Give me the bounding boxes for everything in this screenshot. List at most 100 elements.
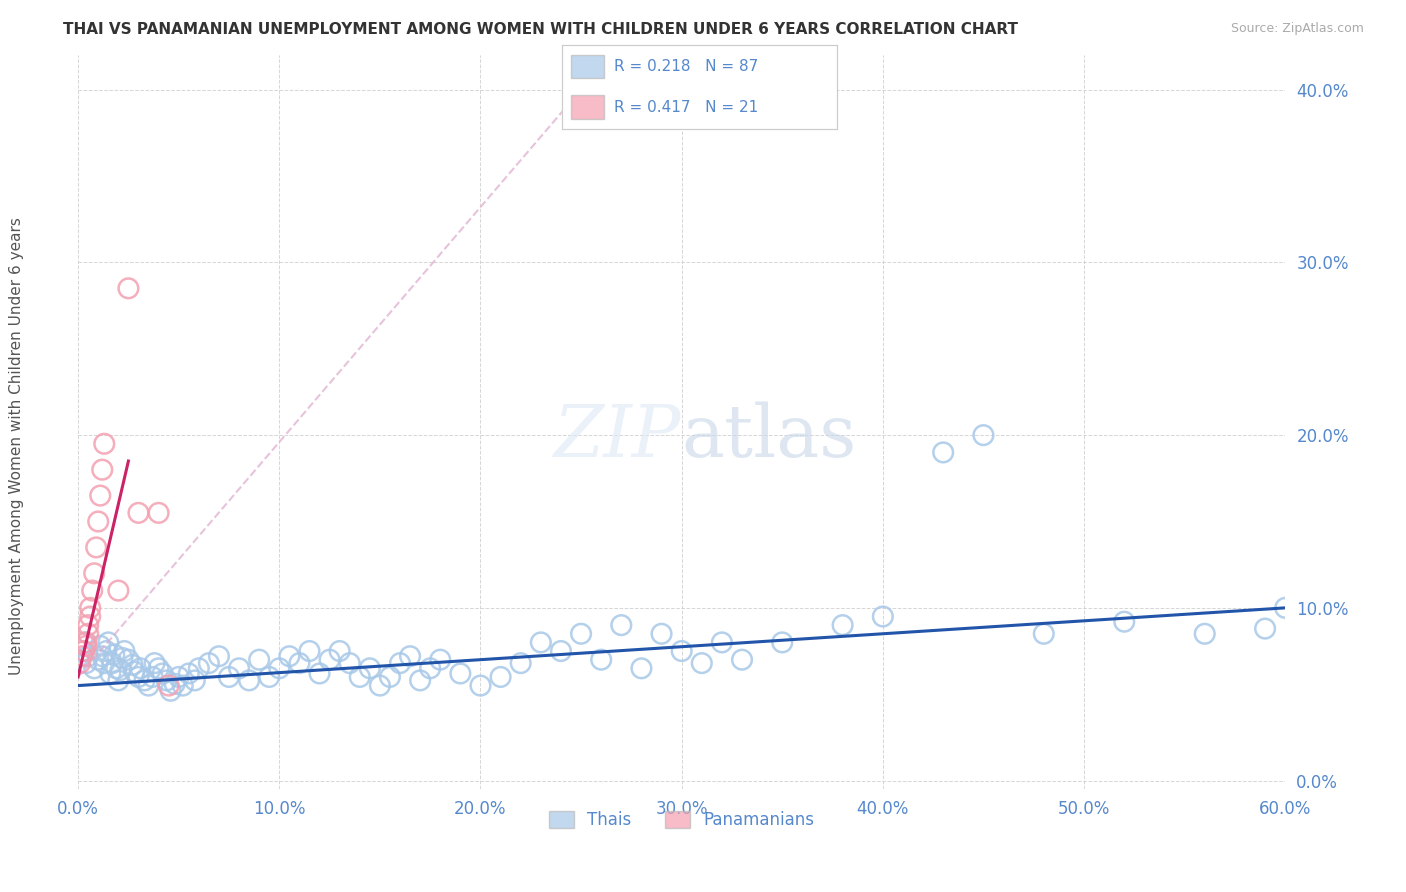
Point — [530, 635, 553, 649]
Point — [238, 673, 260, 688]
Point — [70, 649, 93, 664]
Point — [257, 670, 280, 684]
Text: ZIP: ZIP — [554, 401, 682, 472]
Point — [82, 583, 104, 598]
Point — [157, 679, 180, 693]
Point — [107, 583, 129, 598]
Point — [184, 673, 207, 688]
Point — [419, 661, 441, 675]
Point — [156, 673, 179, 688]
Point — [77, 618, 100, 632]
Point — [91, 649, 114, 664]
Point — [198, 656, 221, 670]
Point — [70, 644, 93, 658]
Point — [218, 670, 240, 684]
Point — [107, 673, 129, 688]
Point — [278, 649, 301, 664]
Point — [91, 463, 114, 477]
Point — [208, 649, 231, 664]
Point — [98, 666, 121, 681]
Point — [138, 679, 160, 693]
Point — [308, 666, 330, 681]
Point — [228, 661, 250, 675]
Point — [690, 656, 713, 670]
Text: R = 0.417   N = 21: R = 0.417 N = 21 — [614, 100, 759, 115]
Point — [359, 661, 381, 675]
Point — [143, 656, 166, 670]
FancyBboxPatch shape — [571, 54, 603, 78]
Point — [129, 661, 152, 675]
Point — [610, 618, 633, 632]
Point — [470, 679, 492, 693]
Point — [117, 653, 139, 667]
Point — [399, 649, 422, 664]
FancyBboxPatch shape — [571, 95, 603, 120]
Point — [269, 661, 291, 675]
Text: atlas: atlas — [682, 401, 858, 472]
Point — [409, 673, 432, 688]
Point — [83, 566, 105, 581]
Point — [69, 656, 91, 670]
Point — [93, 437, 115, 451]
Point — [110, 663, 132, 677]
Point — [89, 639, 111, 653]
Point — [172, 679, 194, 693]
Text: Unemployment Among Women with Children Under 6 years: Unemployment Among Women with Children U… — [10, 217, 24, 675]
Point — [93, 656, 115, 670]
Point — [247, 653, 270, 667]
Point — [932, 445, 955, 459]
Point — [111, 651, 134, 665]
Point — [83, 661, 105, 675]
Point — [318, 653, 340, 667]
Point — [489, 670, 512, 684]
Point — [121, 657, 143, 672]
Point — [569, 627, 592, 641]
Point — [73, 644, 96, 658]
Point — [288, 656, 311, 670]
Point — [124, 665, 146, 679]
Point — [770, 635, 793, 649]
Text: THAI VS PANAMANIAN UNEMPLOYMENT AMONG WOMEN WITH CHILDREN UNDER 6 YEARS CORRELAT: THAI VS PANAMANIAN UNEMPLOYMENT AMONG WO… — [63, 22, 1018, 37]
Point — [89, 489, 111, 503]
Point — [389, 656, 412, 670]
Point — [167, 670, 190, 684]
Point — [177, 666, 200, 681]
Point — [972, 428, 994, 442]
Point — [101, 656, 124, 670]
Point — [1254, 622, 1277, 636]
Point — [75, 639, 97, 653]
Point — [731, 653, 754, 667]
Point — [103, 648, 125, 662]
Point — [671, 644, 693, 658]
Point — [509, 656, 531, 670]
Point — [329, 644, 352, 658]
Point — [163, 677, 186, 691]
Point — [339, 656, 361, 670]
Point — [831, 618, 853, 632]
Point — [75, 635, 97, 649]
Point — [1194, 627, 1216, 641]
Text: Source: ZipAtlas.com: Source: ZipAtlas.com — [1230, 22, 1364, 36]
Point — [142, 670, 165, 684]
Point — [87, 515, 110, 529]
Point — [112, 644, 135, 658]
Point — [148, 661, 170, 675]
Point — [79, 600, 101, 615]
Point — [75, 656, 97, 670]
Point — [127, 506, 149, 520]
Point — [651, 627, 673, 641]
Point — [550, 644, 572, 658]
Point — [97, 635, 120, 649]
Point — [630, 661, 652, 675]
Point — [1032, 627, 1054, 641]
Point — [73, 635, 96, 649]
Point — [1274, 600, 1296, 615]
Point — [84, 541, 107, 555]
Point — [117, 281, 139, 295]
Point — [96, 644, 118, 658]
Point — [710, 635, 733, 649]
Point — [349, 670, 371, 684]
Point — [79, 609, 101, 624]
Point — [77, 627, 100, 641]
Point — [368, 679, 391, 693]
